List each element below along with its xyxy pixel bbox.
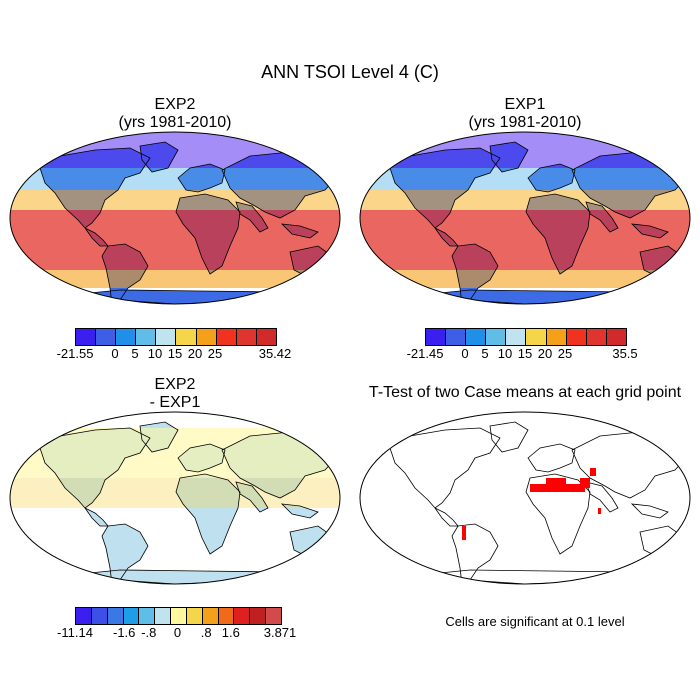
colorbar-swatch [76, 329, 97, 345]
colorbar-label: 25 [207, 346, 223, 361]
colorbar-label: 15 [517, 346, 533, 361]
panel-title-line1: T-Test of two Case means at each grid po… [368, 384, 682, 401]
panel-title-line1: EXP1 [504, 96, 546, 113]
colorbar-label: -1.6 [112, 625, 136, 640]
colorbar-swatch [566, 329, 587, 345]
map-ttest [359, 411, 691, 585]
figure-title: ANN TSOI Level 4 (C) [261, 62, 439, 82]
colorbar-swatch [234, 608, 251, 624]
colorbar-swatch [216, 329, 237, 345]
colorbar-label: -11.14 [57, 625, 93, 640]
colorbar-label: 5 [131, 346, 139, 361]
colorbar-swatch [446, 329, 467, 345]
colorbar-swatch [155, 608, 172, 624]
panel-title-line1: EXP2 [154, 376, 196, 393]
colorbar-label: 5 [481, 346, 489, 361]
colorbar-swatch [266, 608, 281, 624]
colorbar-swatch [96, 329, 117, 345]
colorbar-swatch [202, 608, 219, 624]
colorbar-swatch [506, 329, 527, 345]
colorbar-swatch [236, 329, 257, 345]
ttest-note: Cells are significant at 0.1 level [445, 614, 625, 629]
panel-title-ttest: T-Test of two Case means at each grid po… [352, 384, 698, 402]
colorbar-label: 15 [167, 346, 183, 361]
colorbar-exp1 [425, 328, 627, 346]
colorbar-swatch [91, 608, 108, 624]
colorbar-swatch [250, 608, 267, 624]
colorbar-label: 10 [147, 346, 163, 361]
panel-title-line1: EXP2 [154, 96, 196, 113]
colorbar-swatch [116, 329, 137, 345]
colorbar-swatch [171, 608, 187, 624]
colorbar-swatch [76, 608, 92, 624]
colorbar-swatch [107, 608, 124, 624]
colorbar-label: 0 [461, 346, 469, 361]
colorbar-label: -.8 [141, 625, 157, 640]
colorbar-swatch [186, 608, 203, 624]
colorbar-label: 20 [537, 346, 553, 361]
colorbar-label: 10 [497, 346, 513, 361]
colorbar-label: 20 [187, 346, 203, 361]
colorbar-swatch [256, 329, 276, 345]
colorbar-swatch [526, 329, 547, 345]
colorbar-swatch [486, 329, 507, 345]
colorbar-swatch [156, 329, 177, 345]
colorbar-label: -21.45 [406, 346, 444, 361]
panel-title-diff: EXP2 - EXP1 [60, 376, 290, 412]
colorbar-swatch [123, 608, 140, 624]
colorbar-diff [75, 607, 282, 625]
panel-title-line2: (yrs 1981-2010) [468, 114, 582, 131]
colorbar-swatch [136, 329, 157, 345]
colorbar-label: 25 [557, 346, 573, 361]
map-diff [9, 411, 341, 585]
colorbar-swatch [139, 608, 156, 624]
colorbar-exp2 [75, 328, 277, 346]
colorbar-swatch [218, 608, 235, 624]
colorbar-swatch [606, 329, 626, 345]
map-exp2 [9, 131, 341, 305]
colorbar-swatch [546, 329, 567, 345]
colorbar-label: 0 [173, 625, 182, 640]
colorbar-label: 35.42 [258, 346, 292, 361]
panel-title-exp1: EXP1 (yrs 1981-2010) [410, 96, 640, 132]
colorbar-label: 1.6 [221, 625, 240, 640]
colorbar-label: 35.5 [612, 346, 638, 361]
panel-title-line2: (yrs 1981-2010) [118, 114, 232, 131]
colorbar-exp2-labels: -21.55 0 5 10 15 20 25 35.42 [57, 346, 292, 362]
map-exp1 [359, 131, 691, 305]
colorbar-swatch [466, 329, 487, 345]
colorbar-swatch [586, 329, 607, 345]
colorbar-label: -21.55 [56, 346, 94, 361]
panel-title-line2: - EXP1 [149, 394, 201, 411]
colorbar-swatch [176, 329, 197, 345]
colorbar-swatch [426, 329, 447, 345]
colorbar-diff-labels: -11.14 -1.6 -.8 0 .8 1.6 3.871 [57, 625, 296, 641]
colorbar-swatch [196, 329, 217, 345]
colorbar-label: 3.871 [263, 625, 297, 640]
colorbar-label: 0 [111, 346, 119, 361]
colorbar-label: .8 [200, 625, 212, 640]
panel-title-exp2: EXP2 (yrs 1981-2010) [60, 96, 290, 132]
colorbar-exp1-labels: -21.45 0 5 10 15 20 25 35.5 [407, 346, 638, 362]
